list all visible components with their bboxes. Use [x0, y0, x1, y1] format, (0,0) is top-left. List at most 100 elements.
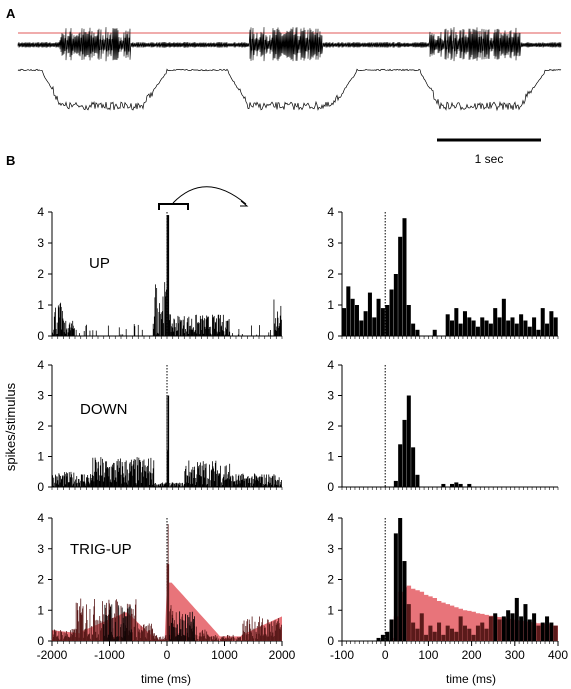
right-psth-bar [497, 317, 502, 336]
left-0-y-tick-label: 2 [37, 267, 44, 281]
right-psth-bar [519, 314, 524, 336]
right-psth-bar [419, 613, 424, 641]
right-psth-bar [428, 625, 433, 641]
right-psth-bar [367, 292, 372, 336]
left-psth-dark-2 [103, 604, 196, 641]
right-psth-bar [501, 298, 506, 336]
left-x-tick-label: 1000 [211, 648, 238, 662]
left-x-tick-label: -2000 [37, 648, 68, 662]
right-psth-bar [527, 619, 532, 641]
right-psth-bar [540, 308, 545, 336]
right-psth-bar [432, 631, 437, 641]
right-psth-bar [540, 622, 545, 641]
right-psth-bar [527, 326, 532, 336]
right-x-tick-label: 200 [462, 648, 482, 662]
right-psth-bar [445, 314, 450, 336]
right-psth-bar [454, 631, 459, 641]
expand-arrow [172, 186, 247, 205]
right-psth-bar [402, 419, 407, 487]
right-psth-bar [432, 329, 437, 336]
right-psth-bar [458, 323, 463, 336]
right-psth-bar [406, 305, 411, 336]
right-psth-bar [467, 483, 472, 487]
right-psth-bar [514, 597, 519, 641]
x-axis-label-right: time (ms) [446, 672, 496, 686]
panel-a-traces [17, 27, 562, 112]
right-psth-bar [493, 308, 498, 336]
right-1-y-tick-label: 0 [327, 480, 334, 494]
right-psth-bar [385, 305, 390, 336]
right-psth-bar [553, 317, 558, 336]
right-psth-bar [549, 622, 554, 641]
right-psth-bar [501, 616, 506, 641]
right-psth-bar [458, 616, 463, 641]
right-0-y-tick-label: 0 [327, 329, 334, 343]
right-psth-bar [497, 619, 502, 641]
right-psth-bar [545, 323, 550, 336]
right-psth-bar [510, 613, 515, 641]
right-psth-bar [506, 320, 511, 336]
right-psth-bar [462, 311, 467, 336]
right-psth-bar [411, 323, 416, 336]
membrane-trace [17, 68, 562, 112]
scale-bar-label: 1 sec [475, 152, 504, 166]
right-psth-bar [389, 289, 394, 336]
right-0-y-tick-label: 2 [327, 267, 334, 281]
right-1-y-tick-label: 1 [327, 450, 334, 464]
right-psth-bar [484, 320, 489, 336]
right-psth-bar [471, 320, 476, 336]
right-psth-bar [398, 444, 403, 487]
left-1-y-tick-label: 4 [37, 358, 44, 372]
left-1-y-tick-label: 3 [37, 389, 44, 403]
right-psth-bar [549, 311, 554, 336]
right-2-y-tick-label: 1 [327, 603, 334, 617]
right-psth-bar [523, 320, 528, 336]
right-psth-bar [354, 305, 359, 336]
right-psth-bar [445, 625, 450, 641]
left-1-y-tick-label: 1 [37, 450, 44, 464]
y-axis-label: spikes/stimulus [3, 382, 18, 471]
right-psth-bar [346, 286, 351, 336]
left-0-y-tick-label: 4 [37, 205, 44, 219]
right-psth-bar [532, 317, 537, 336]
right-psth-bar [475, 625, 480, 641]
left-psth-bars-1 [52, 395, 282, 487]
right-psth-bar [536, 625, 541, 641]
right-psth-bar [342, 308, 347, 336]
left-0-y-tick-label: 0 [37, 329, 44, 343]
psth-plots: UP 0 1 2 3 4 0 1 2 3 4 DOWN 0 1 2 3 4 0 1 2 3 4 TRIG-UP 0 1 2 3 4 -2… [37, 205, 569, 662]
right-x-tick-label: 0 [382, 648, 389, 662]
right-psth-bar [406, 604, 411, 641]
right-psth-bar [350, 298, 355, 336]
right-x-tick-label: -100 [330, 648, 354, 662]
left-0-y-tick-label: 3 [37, 236, 44, 250]
right-psth-bar [488, 323, 493, 336]
right-psth-bar [514, 323, 519, 336]
right-psth-bar [510, 317, 515, 336]
right-psth-bar [380, 308, 385, 336]
left-psth-bars-0 [51, 215, 282, 336]
left-x-tick-label: 2000 [269, 648, 296, 662]
right-psth-bar [415, 474, 420, 487]
left-2-y-tick-label: 4 [37, 511, 44, 525]
left-2-y-tick-label: 1 [37, 603, 44, 617]
right-psth-bar [393, 274, 398, 336]
left-1-y-tick-label: 0 [37, 480, 44, 494]
right-psth-bar [484, 628, 489, 641]
left-x-tick-label: -1000 [94, 648, 125, 662]
right-x-tick-label: 400 [548, 648, 568, 662]
right-psth-bar [393, 533, 398, 641]
right-psth-bar [545, 616, 550, 641]
right-psth-bar [415, 628, 420, 641]
right-psth-bar [536, 329, 541, 336]
right-psth-bar [398, 518, 403, 641]
right-psth-bar [519, 616, 524, 641]
right-x-tick-label: 100 [418, 648, 438, 662]
arrow-head-icon [240, 200, 249, 207]
right-2-y-tick-label: 0 [327, 634, 334, 648]
row-title-0: UP [89, 255, 110, 272]
right-psth-bar [411, 447, 416, 487]
right-psth-bar [480, 317, 485, 336]
right-2-y-tick-label: 4 [327, 511, 334, 525]
